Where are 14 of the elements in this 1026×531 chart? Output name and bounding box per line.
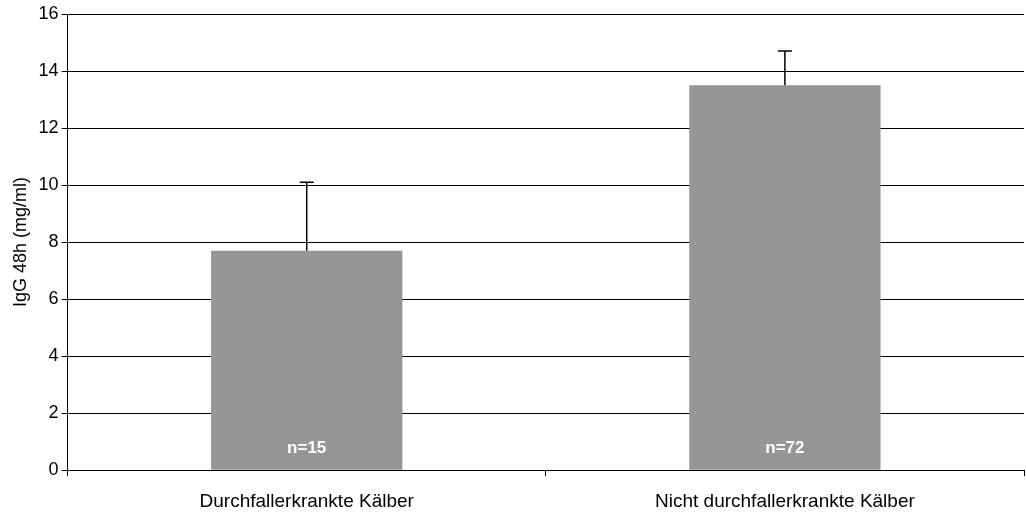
annotation: n=15 bbox=[287, 437, 327, 457]
y-tick-label: 4 bbox=[48, 345, 59, 366]
x-tick-label: Nicht durchfallerkrankte Kälber bbox=[655, 489, 916, 511]
annotation: n=72 bbox=[765, 437, 805, 457]
y-tick-label: 2 bbox=[48, 402, 59, 423]
y-tick-label: 0 bbox=[48, 459, 59, 480]
y-tick-label: 12 bbox=[38, 117, 59, 138]
y-tick-label: 6 bbox=[48, 288, 59, 309]
y-tick-label: 8 bbox=[48, 231, 59, 252]
y-tick-label: 14 bbox=[38, 59, 59, 80]
y-axis-title: IgG 48h (mg/ml) bbox=[9, 177, 30, 308]
x-tick-label: Durchfallerkrankte Kälber bbox=[199, 489, 415, 511]
y-tick-label: 10 bbox=[38, 174, 59, 195]
y-tick-label: 16 bbox=[38, 2, 59, 23]
